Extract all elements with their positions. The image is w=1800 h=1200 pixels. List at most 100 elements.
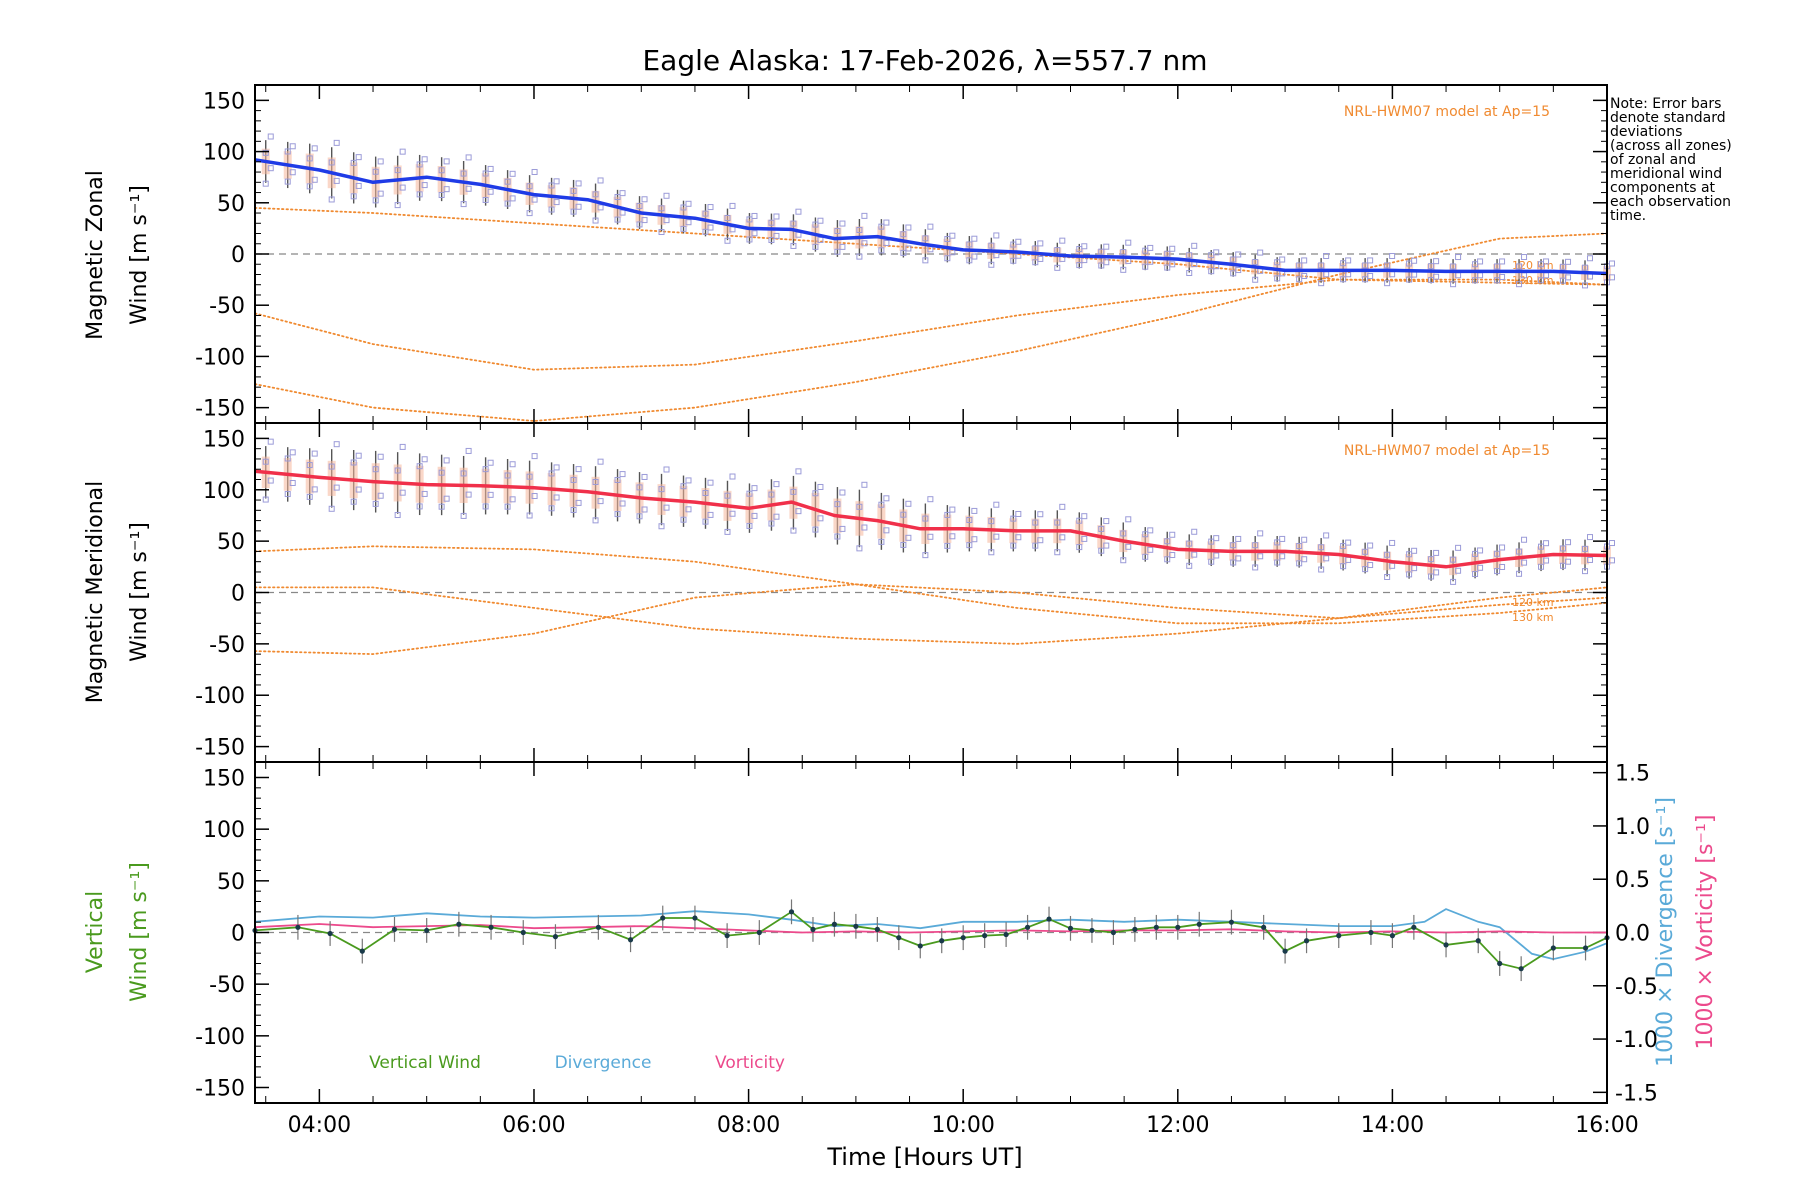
meridional-ylabel-wind: Wind [127, 607, 152, 662]
meridional-zone-point [1560, 562, 1567, 569]
zonal-zone-point [1252, 258, 1259, 265]
meridional-zone-point [333, 484, 340, 491]
zonal-zone-point [768, 237, 775, 244]
zonal-zone-point [790, 220, 797, 227]
zonal-zone-point [1538, 277, 1545, 284]
meridional-zone-point [790, 527, 797, 534]
meridional-zone-point [1494, 568, 1501, 575]
zonal-zone-point [1147, 244, 1154, 251]
meridional-zone-point [1103, 542, 1110, 549]
meridional-zone-point [1340, 563, 1347, 570]
zonal-model-curve [254, 278, 1608, 371]
vertical-wind-point [520, 929, 526, 936]
meridional-zone-point [1367, 562, 1374, 569]
meridional-zone-point [641, 506, 648, 513]
zonal-zone-point [1191, 242, 1198, 249]
meridional-zone-point [1538, 543, 1545, 550]
zonal-zone-point [927, 223, 934, 230]
meridional-zone-point [751, 485, 758, 492]
meridional-zone-point [883, 527, 890, 534]
meridional-zone-point [460, 470, 467, 477]
meridional-zone-point [1389, 539, 1396, 546]
meridional-zone-point [905, 534, 912, 541]
vertical-wind-point [488, 924, 494, 930]
meridional-model-label: NRL-HWM07 model at Ap=15 [1344, 443, 1550, 459]
zonal-zone-point [795, 208, 802, 215]
meridional-zone-point [1252, 542, 1259, 549]
zonal-zone-point [751, 212, 758, 219]
meridional-zone-point [1186, 562, 1193, 569]
y-tick-label: 50 [217, 192, 245, 217]
vertical-wind-point [627, 937, 634, 943]
meridional-zone-point [878, 501, 885, 508]
vertical-wind-point [853, 923, 859, 929]
y-tick-label: 0 [231, 922, 245, 947]
zonal-zone-point [1521, 254, 1528, 261]
zonal-zone-point [1142, 263, 1149, 270]
vertical-wind-point [1003, 931, 1009, 938]
meridional-zone-point [289, 479, 296, 486]
meridional-zone-point [1279, 535, 1286, 542]
zonal-zone-point [289, 169, 296, 176]
zonal-zone-point [905, 245, 912, 252]
vertical-wind-point [1303, 938, 1310, 944]
svg-text:1000 × Vorticity: 1000 × Vorticity [s⁻¹] [1693, 815, 1718, 1050]
meridional-zone-point [1252, 564, 1259, 571]
meridional-zone-point [399, 443, 406, 450]
meridional-zone-point [663, 466, 670, 473]
zonal-zone-point [592, 191, 599, 198]
meridional-zone-point [267, 477, 274, 484]
meridional-zone-point [746, 522, 753, 529]
note-line: time. [1610, 208, 1646, 224]
zonal-zone-point [1516, 263, 1523, 270]
zonal-zone-point [1208, 268, 1215, 275]
meridional-zone-point [1279, 553, 1286, 560]
meridional-zone-point [795, 508, 802, 515]
zonal-zone-point [328, 159, 335, 166]
meridional-zone-point [1516, 548, 1523, 555]
svg-text:1000 × Divergence: 1000 × Divergence [s⁻¹] [1653, 797, 1678, 1067]
zonal-zone-point [861, 240, 868, 247]
meridional-model-curve [254, 586, 1608, 645]
zonal-zone-point [773, 232, 780, 239]
zonal-zone-point [1274, 275, 1281, 282]
zonal-zone-point [663, 217, 670, 224]
zonal-zone-point [900, 249, 907, 256]
meridional-zone-point [1015, 534, 1022, 541]
meridional-zone-point [636, 484, 643, 491]
zonal-zone-point [1301, 257, 1308, 264]
meridional-zone-point [311, 450, 318, 457]
zonal-zone-point [724, 237, 731, 244]
zonal-zone-point [680, 204, 687, 211]
meridional-zone-point [1037, 537, 1044, 544]
svg-text:Wind [m s⁻¹]: Wind [m s⁻¹] [127, 522, 152, 662]
vertical-wind-point [788, 909, 795, 915]
meridional-zone-point [949, 533, 956, 540]
zonal-zone-point [1560, 277, 1567, 284]
vertical-wind-point [595, 924, 601, 930]
meridional-zone-point [702, 518, 709, 525]
vertical-wind-point [756, 929, 762, 936]
note-line: Note: Error bars [1610, 96, 1721, 112]
zonal-zone-point [1543, 258, 1550, 265]
zonal-zone-point [861, 212, 868, 219]
y-tick-label: -150 [195, 736, 245, 761]
meridional-zone-point [878, 538, 885, 545]
zonal-zone-point [377, 190, 384, 197]
zonal-zone-point [790, 242, 797, 249]
vertical-wind-point [1110, 929, 1117, 936]
meridional-zone-point [795, 468, 802, 475]
zonal-zone-point [1450, 263, 1457, 270]
meridional-zone-point [1081, 535, 1088, 542]
meridional-zone-point [900, 511, 907, 518]
y-tick-label: -150 [195, 1077, 245, 1102]
meridional-zone-point [465, 447, 472, 454]
meridional-zone-point [570, 506, 577, 513]
meridional-zone-point [355, 452, 362, 459]
meridional-zone-point [1477, 547, 1484, 554]
meridional-zone-point [971, 536, 978, 543]
meridional-zone-point [548, 505, 555, 512]
vertical-wind-point [1046, 916, 1052, 922]
zonal-zone-point [1345, 257, 1352, 264]
zonal-zone-point [856, 226, 863, 233]
